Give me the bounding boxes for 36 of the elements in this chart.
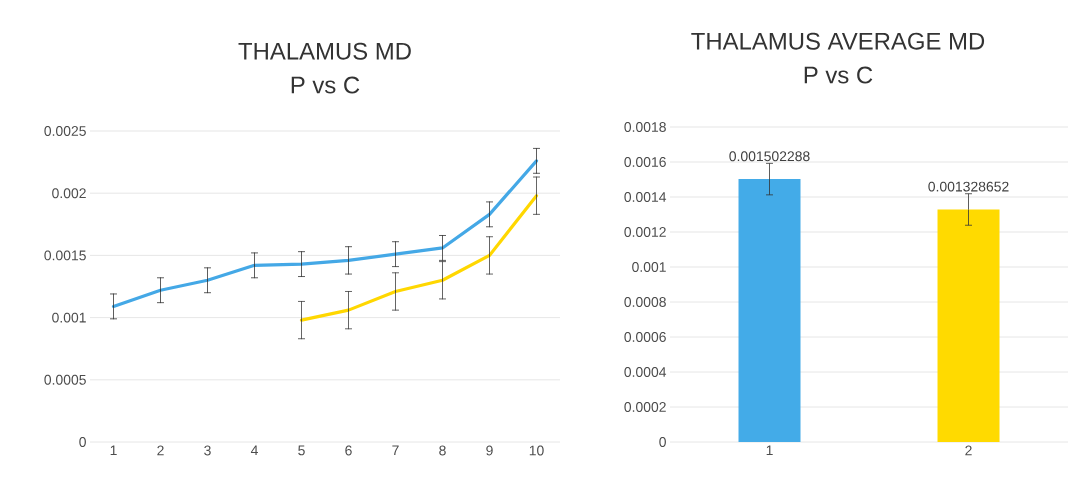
x-tick-label: 10 [529,445,544,456]
x-tick-label: 1 [766,445,773,456]
y-tick-label: 0.001 [52,312,86,323]
x-tick-label: 6 [345,445,352,456]
y-tick-label: 0.0005 [44,374,86,385]
y-tick-label: 0.0018 [624,122,666,132]
chart-title: THALAMUS MD [238,42,411,60]
x-tick-label: 8 [439,445,446,456]
x-tick-label: 5 [298,445,305,456]
line-series [299,194,539,322]
y-tick-label: 0.001 [632,262,666,272]
y-tick-label: 0 [79,437,86,447]
y-tick-label: 0.002 [52,188,86,199]
y-tick-label: 0.0012 [624,227,666,237]
data-label: 0.001328652 [928,181,1009,192]
chart-title: THALAMUS AVERAGE MD [691,32,985,50]
x-tick-label: 3 [204,445,211,456]
y-tick-label: 0.0004 [624,367,667,377]
chart-subtitle: P vs C [804,66,873,84]
x-tick-label: 1 [110,445,117,456]
y-tick-label: 0.0016 [624,157,666,167]
data-label: 0.001502288 [729,151,810,162]
line-series [111,159,539,308]
x-tick-label: 2 [157,445,164,456]
x-tick-label: 2 [965,445,972,456]
y-tick-label: 0.0025 [44,126,86,136]
x-tick-label: 7 [392,445,399,456]
y-tick-label: 0 [659,437,666,447]
x-tick-label: 4 [250,445,258,456]
chart-subtitle: P vs C [291,76,360,94]
y-tick-label: 0.0015 [44,250,86,261]
y-tick-label: 0.0002 [624,402,666,412]
y-tick-label: 0.0006 [624,332,666,342]
y-tick-label: 0.0008 [624,297,666,307]
y-tick-label: 0.0014 [624,192,667,202]
x-tick-label: 9 [486,445,493,456]
